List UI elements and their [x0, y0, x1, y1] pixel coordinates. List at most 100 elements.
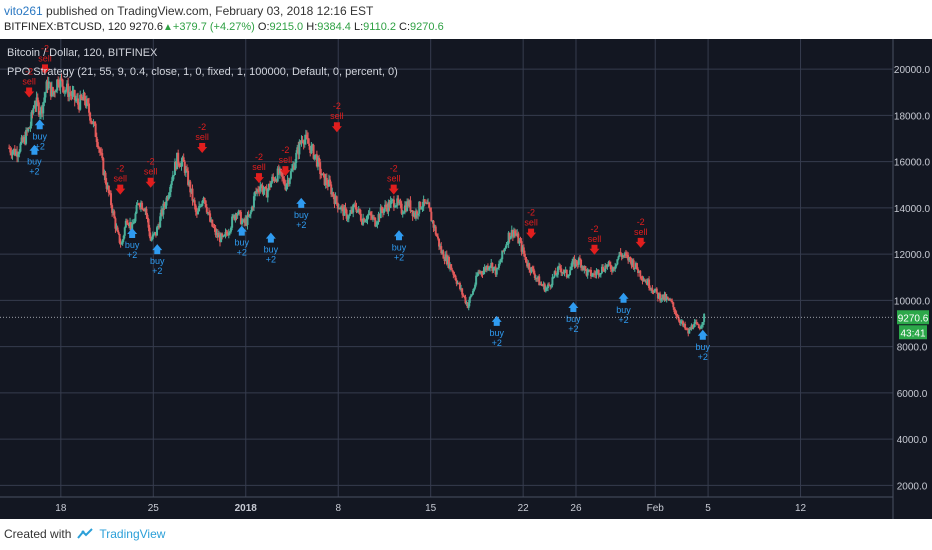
candlestick-chart[interactable]: -2sellbuy+2-2sellbuy+2-2sellbuy+2-2sellb… [0, 39, 932, 519]
candle-body [375, 224, 378, 227]
buy-label: buy [489, 328, 504, 338]
candle-body [572, 258, 575, 262]
candle-body [233, 215, 236, 220]
sell-qty-label: -2 [25, 67, 33, 77]
price-axis[interactable] [893, 39, 932, 519]
buy-label: buy [696, 342, 711, 352]
candle-body [377, 214, 380, 223]
candle-body [570, 266, 573, 271]
candle-body [111, 205, 114, 213]
candle-body [298, 141, 301, 155]
candle-body [258, 190, 261, 192]
candle-body [501, 250, 504, 260]
candle-body [364, 220, 367, 223]
author-link[interactable]: vito261 [4, 4, 43, 18]
candle-body [561, 272, 564, 274]
candle-body [117, 231, 120, 234]
publish-line: vito261 published on TradingView.com, Fe… [4, 4, 373, 18]
candle-body [575, 260, 578, 264]
candle-body [573, 258, 576, 267]
candle-body [547, 284, 550, 289]
candle-body [50, 87, 53, 97]
candle-body [266, 189, 269, 198]
candle-body [346, 218, 349, 220]
candle-body [365, 219, 368, 221]
candle-body [595, 271, 598, 275]
candle-body [219, 235, 222, 243]
candle-body [130, 222, 133, 230]
candle-body [398, 202, 401, 204]
y-tick-label: 20000.0 [894, 65, 931, 76]
candle-body [635, 263, 638, 270]
candle-body [648, 279, 651, 289]
candle-body [674, 312, 677, 314]
candle-body [272, 176, 275, 179]
candle-body [600, 266, 603, 273]
candle-body [203, 197, 206, 201]
candle-body [201, 200, 204, 206]
candle-body [338, 208, 341, 210]
candle-body [403, 205, 406, 213]
strategy-label[interactable]: PPO Strategy (21, 55, 9, 0.4, close, 1, … [7, 66, 398, 78]
candle-body [605, 265, 608, 268]
candle-body [268, 183, 271, 188]
candle-body [211, 219, 214, 227]
buy-qty-label: +2 [492, 338, 502, 348]
tradingview-link[interactable]: TradingView [99, 527, 166, 541]
candle-body [137, 203, 140, 205]
candle-body [33, 105, 36, 108]
candle-body [311, 145, 314, 147]
candle-body [611, 267, 614, 272]
candle-body [126, 222, 129, 225]
sell-qty-label: -2 [333, 101, 341, 111]
candle-body [516, 233, 519, 236]
candle-body [82, 92, 85, 101]
x-tick-label: 5 [705, 503, 711, 514]
candle-body [165, 197, 168, 206]
up-triangle-icon: ▲ [162, 22, 173, 33]
chart-area[interactable]: -2 sell buy +2 -2 sell buy +2 -2 sell buy +2 -2 sell b… [0, 39, 932, 519]
candle-body [621, 255, 624, 258]
buy-qty-label: +2 [266, 255, 276, 265]
candle-body [409, 200, 412, 212]
candle-body [114, 218, 117, 229]
candle-body [345, 209, 348, 219]
candle-body [64, 89, 67, 91]
candle-body [232, 215, 235, 217]
sell-qty-label: -2 [147, 157, 155, 167]
candle-body [469, 295, 472, 298]
price-tags: 9270.6 43:41 [897, 310, 929, 340]
candle-body [143, 209, 146, 212]
candle-body [28, 127, 31, 129]
candle-body [170, 181, 173, 186]
buy-qty-label: +2 [618, 315, 628, 325]
candle-body [672, 302, 675, 308]
candle-body [108, 192, 111, 194]
candle-body [396, 198, 399, 206]
candle-body [54, 91, 57, 93]
y-tick-label: 16000.0 [894, 158, 931, 169]
candle-body [34, 105, 37, 107]
candle-body [113, 211, 116, 219]
candle-body [399, 202, 402, 204]
candle-body [250, 207, 253, 212]
close-value: 9270.6 [410, 21, 444, 33]
candle-body [695, 322, 698, 324]
candle-body [59, 77, 62, 88]
candle-body [576, 263, 579, 265]
candle-body [543, 283, 546, 292]
sell-label: sell [330, 111, 344, 121]
candle-body [17, 154, 20, 157]
candle-body [157, 225, 160, 228]
candle-body [193, 200, 196, 206]
candle-body [394, 206, 397, 208]
candle-body [283, 178, 286, 185]
candle-body [599, 272, 602, 275]
candle-body [199, 205, 202, 207]
candle-body [247, 214, 250, 217]
candle-body [550, 285, 553, 287]
candle-body [594, 274, 597, 276]
candle-body [685, 328, 688, 330]
candle-body [69, 92, 72, 94]
candle-body [486, 265, 489, 270]
